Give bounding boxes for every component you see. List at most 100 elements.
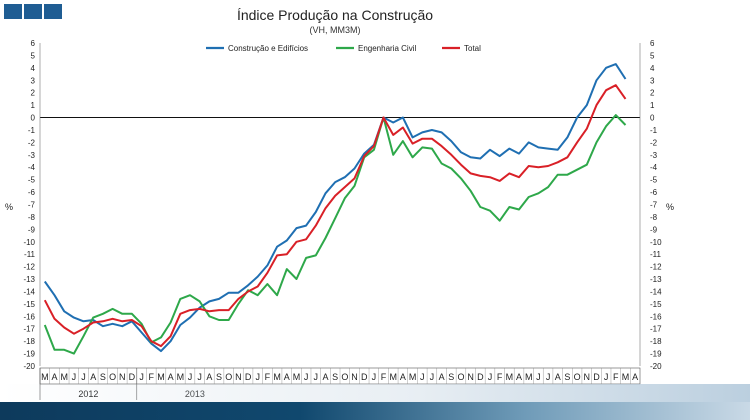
x-tick-label: D	[245, 372, 252, 382]
y-tick-label-left: -10	[23, 238, 35, 247]
y-tick-label-left: -14	[23, 287, 35, 296]
y-tick-label-right: 6	[650, 39, 655, 48]
y-tick-label-right: -19	[650, 350, 662, 359]
x-tick-label: J	[546, 372, 551, 382]
x-tick-label: J	[188, 372, 193, 382]
x-tick-label: F	[381, 372, 387, 382]
x-tick-label: O	[225, 372, 232, 382]
x-tick-label: J	[197, 372, 202, 382]
x-tick-label: F	[613, 372, 619, 382]
y-tick-label-right: -3	[650, 151, 658, 160]
y-tick-label-left: -8	[28, 213, 36, 222]
x-tick-label: F	[265, 372, 271, 382]
y-tick-label-left: -16	[23, 312, 35, 321]
x-tick-label: N	[119, 372, 126, 382]
x-tick-label: D	[477, 372, 484, 382]
y-tick-label-left: -12	[23, 263, 35, 272]
x-tick-label: N	[584, 372, 591, 382]
y-tick-label-right: -14	[650, 287, 662, 296]
y-axis-label-right: %	[666, 202, 674, 212]
y-tick-label-right: -4	[650, 163, 658, 172]
y-tick-label-right: -15	[650, 300, 662, 309]
x-tick-label: D	[129, 372, 136, 382]
y-tick-label-right: -10	[650, 238, 662, 247]
x-tick-label: A	[284, 372, 290, 382]
x-tick-label: O	[574, 372, 581, 382]
y-tick-label-left: -9	[28, 225, 36, 234]
x-tick-label: D	[593, 372, 600, 382]
x-tick-label: A	[555, 372, 561, 382]
y-tick-label-left: -19	[23, 350, 35, 359]
logo-square-2	[24, 4, 42, 19]
x-tick-label: J	[604, 372, 609, 382]
y-tick-label-left: -13	[23, 275, 35, 284]
y-tick-label-left: -15	[23, 300, 35, 309]
x-tick-label: S	[564, 372, 570, 382]
series-line-constru-o-e-edif-cios	[43, 63, 627, 353]
y-tick-label-right: -8	[650, 213, 658, 222]
x-tick-label: M	[409, 372, 417, 382]
x-tick-label: J	[139, 372, 144, 382]
y-tick-label-right: -20	[650, 362, 662, 371]
chart-title: Índice Produção na Construção	[237, 7, 433, 23]
x-tick-label: M	[525, 372, 533, 382]
x-tick-label: A	[400, 372, 406, 382]
x-tick-label: S	[332, 372, 338, 382]
x-tick-label: J	[430, 372, 435, 382]
y-tick-label-right: 1	[650, 101, 655, 110]
y-tick-label-left: -2	[28, 138, 36, 147]
x-tick-label: A	[439, 372, 445, 382]
y-tick-label-left: -1	[28, 126, 36, 135]
x-tick-label: S	[216, 372, 222, 382]
x-tick-label: M	[506, 372, 514, 382]
y-tick-label-right: 0	[650, 114, 655, 123]
y-tick-label-right: -18	[650, 337, 662, 346]
legend-label: Engenharia Civil	[358, 44, 416, 53]
y-tick-label-right: 4	[650, 64, 655, 73]
legend-label: Total	[464, 44, 481, 53]
y-tick-label-right: -17	[650, 325, 662, 334]
y-tick-label-right: 5	[650, 51, 655, 60]
y-tick-label-left: -17	[23, 325, 35, 334]
x-tick-label: M	[293, 372, 301, 382]
y-tick-label-right: -9	[650, 225, 658, 234]
x-tick-label: J	[304, 372, 309, 382]
x-tick-label: S	[448, 372, 454, 382]
series-line-total	[43, 84, 627, 348]
x-tick-label: M	[41, 372, 49, 382]
y-tick-label-right: -6	[650, 188, 658, 197]
x-tick-label: A	[168, 372, 174, 382]
legend: Construção e Edifícios Engenharia Civil To…	[206, 44, 481, 53]
x-tick-label: N	[351, 372, 358, 382]
x-tick-label: J	[488, 372, 493, 382]
x-tick-label: A	[632, 372, 638, 382]
x-tick-label: J	[81, 372, 86, 382]
x-tick-label: J	[372, 372, 377, 382]
x-tick-label: A	[206, 372, 212, 382]
x-tick-label: J	[314, 372, 319, 382]
y-tick-label-left: 6	[31, 39, 36, 48]
y-tick-label-left: 2	[31, 89, 36, 98]
y-tick-label-left: -18	[23, 337, 35, 346]
y-tick-label-right: -2	[650, 138, 658, 147]
chart-subtitle: (VH, MM3M)	[310, 25, 361, 35]
y-tick-label-left: -7	[28, 201, 36, 210]
x-tick-label: O	[109, 372, 116, 382]
x-tick-label: N	[235, 372, 242, 382]
x-tick-label: O	[457, 372, 464, 382]
x-tick-label: A	[52, 372, 58, 382]
y-axis-label-left: %	[5, 202, 13, 212]
footer-band	[0, 402, 750, 420]
y-tick-label-right: -16	[650, 312, 662, 321]
axes: 6 6 5 5 4 4 3 3 2 2 1 1 0 0 -1 -1 -2 -2 -3 -3 -4 -4 -5 -5 -6 -6 -7…	[23, 39, 662, 371]
x-tick-label: J	[536, 372, 541, 382]
legend-label: Construção e Edifícios	[228, 44, 308, 53]
y-tick-label-right: -11	[650, 250, 662, 259]
y-tick-label-right: -7	[650, 201, 658, 210]
x-tick-label: O	[341, 372, 348, 382]
x-tick-label: J	[255, 372, 260, 382]
x-tick-label: F	[497, 372, 503, 382]
logo-square-3	[44, 4, 62, 19]
y-tick-label-left: -4	[28, 163, 36, 172]
x-tick-label: M	[622, 372, 630, 382]
